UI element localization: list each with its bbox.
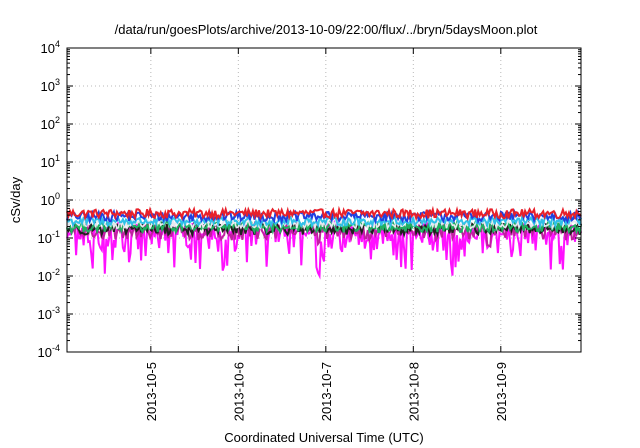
x-axis: 2013-10-5 2013-10-6 2013-10-7 2013-10-8 2013… — [144, 48, 509, 421]
grid — [67, 48, 581, 352]
series-line-5 — [66, 218, 582, 237]
y-tick-label: 101 — [41, 153, 60, 170]
y-tick-label: 104 — [41, 39, 60, 56]
y-tick-label: 10-4 — [38, 343, 60, 360]
x-tick-label: 2013-10-7 — [319, 362, 334, 421]
x-tick-label: 2013-10-9 — [494, 362, 509, 421]
y-tick-label: 103 — [41, 77, 60, 94]
x-tick-label: 2013-10-8 — [406, 362, 421, 421]
series-line-1 — [66, 205, 582, 222]
y-tick-label: 100 — [41, 191, 60, 208]
y-tick-label: 10-3 — [38, 305, 60, 322]
x-axis-label: Coordinated Universal Time (UTC) — [224, 430, 423, 445]
y-axis: 104 103 102 101 100 10-1 10-2 10-3 10-4 — [38, 39, 581, 360]
y-tick-label: 102 — [41, 115, 60, 132]
y-tick-label: 10-1 — [38, 229, 60, 246]
chart-title: /data/run/goesPlots/archive/2013-10-09/2… — [115, 22, 538, 37]
y-tick-label: 10-2 — [38, 267, 60, 284]
x-tick-label: 2013-10-6 — [231, 362, 246, 421]
series-lines — [66, 205, 582, 280]
y-axis-label: cSv/day — [8, 176, 23, 223]
x-tick-label: 2013-10-5 — [144, 362, 159, 421]
series-line-3 — [66, 214, 582, 230]
